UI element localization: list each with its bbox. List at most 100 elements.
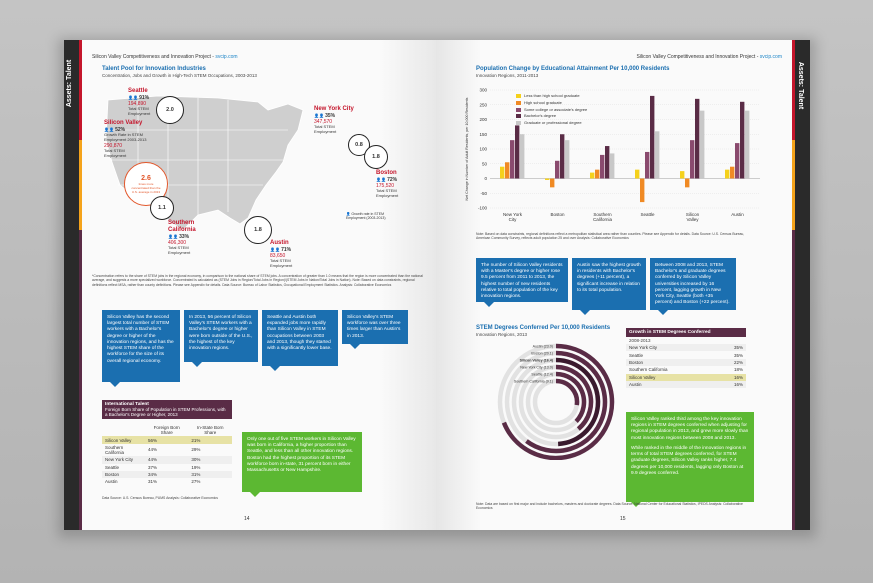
map-title: Talent Pool for Innovation Industries [102, 66, 206, 72]
table-row: Austin 16% [626, 380, 746, 389]
bar-chart-subtitle: Innovation Regions, 2011-2013 [476, 73, 539, 78]
radial-label: New York City (13.0) [520, 366, 553, 370]
right-header-link[interactable]: svcip.com [759, 54, 782, 60]
table-row: Southern California 44% 29% [102, 444, 232, 456]
radial-bar [555, 378, 580, 406]
bar [745, 110, 750, 179]
cell-region: New York City [102, 456, 145, 464]
sv-circle-note: times more concentrated than the U.S. av… [131, 181, 161, 194]
population-bar-chart: 300 250 200 150 100 50 0 -50 -100 Net Change in N… [465, 88, 760, 222]
cell-b: 30% [188, 456, 232, 464]
cell-a: 56% [145, 436, 189, 444]
bar [515, 125, 520, 179]
band-stripe-purple [79, 230, 82, 530]
legend-entry: Graduate or professional degree [516, 120, 587, 127]
y-tick-label: 200 [479, 117, 487, 122]
ny-pct: 35% [325, 113, 336, 120]
cell-region: Boston [102, 470, 145, 479]
seattle-lbl: Total STEM Employment [128, 106, 151, 116]
growth-table-header: Growth in STEM Degrees Conferred [626, 328, 746, 337]
left-page: Assets: Talent Silicon Valley Competitiv… [64, 40, 436, 530]
cell-region: Southern California [105, 444, 125, 455]
y-axis-label: Net Change in Number of Adult Residents,… [465, 97, 469, 200]
bar [655, 131, 660, 179]
bar [740, 101, 745, 179]
table-row: New York City 35% [626, 344, 746, 352]
radial-bar [525, 350, 608, 454]
intl-col-b: In-State Born Share [196, 425, 224, 436]
legend-label: High school graduate [524, 99, 562, 105]
sv-num: 290,870 [104, 142, 123, 149]
legend-entry: Bachelor's degree [516, 113, 587, 120]
bar [645, 151, 650, 179]
legend-swatch [516, 93, 521, 98]
person-icon: 👤👤 [104, 127, 114, 133]
cell-b: 27% [191, 479, 201, 485]
cell-b: 29% [191, 447, 201, 453]
right-band: Assets: Talent [792, 40, 810, 530]
intl-table-title: International Talent [105, 402, 149, 407]
growth-table-subtitle: 2008-2013 [629, 338, 651, 343]
bar [695, 98, 700, 179]
radial-label: Boston (20.1) [531, 352, 553, 356]
right-header: Silicon Valley Competitiveness and Innov… [636, 54, 782, 60]
right-callout-2: Austin saw the highest growth in residen… [572, 258, 646, 315]
ny-num: 347,570 [314, 119, 333, 126]
cell-region: New York City [626, 344, 716, 352]
sv-pct: 52% [115, 127, 126, 134]
bar [725, 169, 730, 179]
person-icon: 👤👤 [270, 247, 280, 253]
bar [685, 178, 690, 188]
sv-name: Silicon Valley [104, 120, 143, 126]
legend-swatch [516, 100, 521, 105]
cell-a: 34% [145, 470, 189, 479]
callout-box-2: In 2013, 56 percent of Silicon Valley's … [184, 310, 258, 367]
bar [565, 140, 570, 179]
x-tick-label: New York City [503, 212, 523, 222]
cell-a: 31% [148, 479, 158, 485]
bar [545, 178, 550, 180]
green-callout-text-1: Silicon Valley ranked third among the ke… [631, 417, 749, 441]
bar [505, 162, 510, 179]
socal-circle: 1.1 [150, 196, 174, 220]
callout-box-1: Silicon Valley has the second largest to… [102, 310, 180, 387]
x-tick-label: Boston [550, 212, 565, 217]
bar [520, 134, 525, 179]
green-callout-text-2: While ranked in the middle of the innova… [631, 445, 747, 476]
green-callout: Only one out of five STEM workers in Sil… [242, 432, 362, 497]
cell-region: Southern California [629, 367, 668, 373]
stem-degrees-radial-chart: Austin (23.0) Boston (20.1) Silicon Valley… [497, 343, 615, 460]
cell-value: 22% [715, 358, 746, 367]
seattle-num: 194,890 [128, 101, 147, 108]
austin-circle: 1.8 [244, 216, 272, 244]
intl-table-source: Data Source: U.S. Census Bureau, PUMS An… [102, 496, 218, 500]
intl-table: Foreign Born Share In-State Born Share Si… [102, 424, 232, 486]
person-icon: 👤👤 [314, 113, 324, 119]
intl-table-subtitle: Foreign Born Share of Population in STEM… [105, 407, 226, 417]
cell-region: Seattle [105, 464, 120, 470]
table-row: Seattle 37% 19% [102, 464, 232, 471]
x-tick-label: Austin [731, 212, 744, 217]
sv-circle-value: 2.6 [141, 174, 151, 182]
band-stripe-purple [792, 230, 795, 530]
y-tick-label: 150 [479, 132, 487, 137]
person-icon: 👤👤 [376, 177, 386, 183]
socal-lbl: Total STEM Employment [168, 245, 191, 256]
y-tick-label: 300 [479, 88, 487, 93]
left-header-link[interactable]: svcip.com [215, 54, 238, 60]
bar [635, 169, 640, 179]
city-austin: Austin 👤👤 71% 83,650 Total STEM Employme… [270, 240, 310, 269]
socal-pct: 33% [179, 234, 190, 241]
intl-col-a: Foreign Born Share [153, 425, 180, 436]
map-subtitle: Concentration, Jobs and Growth in High-T… [102, 73, 257, 78]
bar [640, 178, 645, 203]
bar [735, 143, 740, 179]
left-header-text: Silicon Valley Competitiveness and Innov… [92, 54, 216, 60]
table-row: Boston 34% 31% [102, 470, 232, 479]
x-tick-label: Southern California [593, 212, 613, 222]
bar [680, 171, 685, 179]
sv-lbl0: Growth Rate in STEM Employment 2003-2013 [104, 132, 147, 142]
cell-value: 18% [733, 367, 743, 373]
bar [595, 169, 600, 179]
